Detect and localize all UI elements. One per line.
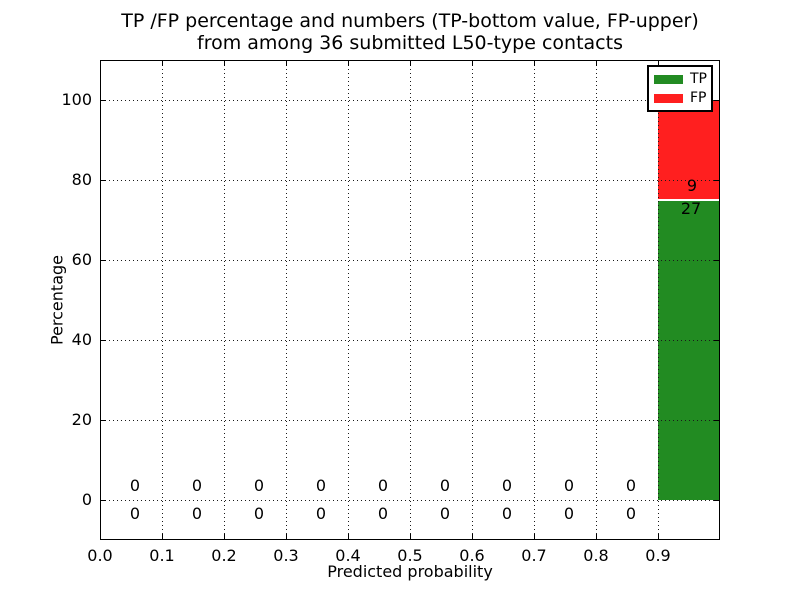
tp-count-zero: 0 <box>129 504 141 523</box>
x-tick-mark <box>162 534 163 539</box>
y-tick-mark <box>101 500 106 501</box>
x-tick-mark <box>596 534 597 539</box>
tp-count-zero: 0 <box>377 504 389 523</box>
x-tick-label: 0.9 <box>645 546 671 565</box>
tp-count-zero: 0 <box>315 504 327 523</box>
tp-count-label: 27 <box>680 199 702 218</box>
gridline-v <box>224 61 225 539</box>
x-tick-mark-top <box>348 61 349 66</box>
fp-count-zero: 0 <box>129 476 141 495</box>
gridline-v <box>348 61 349 539</box>
y-tick-mark <box>101 100 106 101</box>
fp-count-zero: 0 <box>501 476 513 495</box>
fp-swatch-icon <box>654 94 683 103</box>
tp-count-zero: 0 <box>253 504 265 523</box>
bar-segment-fp <box>658 100 719 199</box>
x-tick-mark-top <box>224 61 225 66</box>
x-tick-mark-top <box>596 61 597 66</box>
x-tick-mark <box>224 534 225 539</box>
x-tick-label: 0.2 <box>211 546 237 565</box>
tp-count-zero: 0 <box>501 504 513 523</box>
gridline-v <box>534 61 535 539</box>
x-tick-mark-top <box>162 61 163 66</box>
gridline-v <box>286 61 287 539</box>
bar-segment-tp <box>658 199 719 500</box>
x-tick-mark-top <box>472 61 473 66</box>
legend-label-fp: FP <box>690 90 707 106</box>
chart-title-line2: from among 36 submitted L50-type contact… <box>197 32 623 54</box>
x-tick-mark <box>286 534 287 539</box>
fp-count-zero: 0 <box>563 476 575 495</box>
y-tick-mark <box>101 340 106 341</box>
fp-count-zero: 0 <box>439 476 451 495</box>
y-tick-mark <box>101 420 106 421</box>
y-tick-mark-right <box>714 100 719 101</box>
y-tick-label: 80 <box>71 170 92 189</box>
chart-title-line1: TP /FP percentage and numbers (TP-bottom… <box>121 10 699 32</box>
y-tick-mark-right <box>714 260 719 261</box>
gridline-v <box>596 61 597 539</box>
fp-count-zero: 0 <box>315 476 327 495</box>
fp-count-zero: 0 <box>191 476 203 495</box>
x-tick-mark-top <box>286 61 287 66</box>
x-tick-mark <box>658 534 659 539</box>
legend: TP FP <box>647 65 713 112</box>
x-tick-label: 0.5 <box>397 546 423 565</box>
tp-count-zero: 0 <box>563 504 575 523</box>
x-tick-label: 0.3 <box>273 546 299 565</box>
y-tick-mark-right <box>714 340 719 341</box>
x-tick-mark-top <box>410 61 411 66</box>
y-tick-label: 20 <box>71 410 92 429</box>
x-tick-mark <box>472 534 473 539</box>
fp-count-label: 9 <box>686 176 698 195</box>
legend-label-tp: TP <box>690 71 707 87</box>
y-tick-mark-right <box>714 500 719 501</box>
x-tick-label: 0.1 <box>149 546 175 565</box>
x-tick-mark-top <box>658 61 659 66</box>
x-tick-label: 0.8 <box>583 546 609 565</box>
gridline-v <box>472 61 473 539</box>
gridline-v <box>162 61 163 539</box>
x-tick-mark <box>534 534 535 539</box>
legend-item-fp: FP <box>649 89 711 108</box>
x-tick-label: 0.6 <box>459 546 485 565</box>
y-tick-mark-right <box>714 180 719 181</box>
tp-count-zero: 0 <box>439 504 451 523</box>
y-tick-mark-right <box>714 420 719 421</box>
y-tick-label: 100 <box>61 90 92 109</box>
y-tick-mark <box>101 260 106 261</box>
y-tick-label: 60 <box>71 250 92 269</box>
legend-item-tp: TP <box>649 70 711 89</box>
x-tick-label: 0.0 <box>87 546 113 565</box>
plot-area <box>100 60 720 540</box>
tp-count-zero: 0 <box>625 504 637 523</box>
gridline-v <box>410 61 411 539</box>
y-tick-label: 40 <box>71 330 92 349</box>
x-tick-mark <box>348 534 349 539</box>
x-tick-label: 0.7 <box>521 546 547 565</box>
y-tick-label: 0 <box>81 490 92 509</box>
x-tick-mark-top <box>534 61 535 66</box>
y-tick-mark <box>101 180 106 181</box>
gridline-v <box>658 61 659 539</box>
x-tick-mark <box>410 534 411 539</box>
tp-count-zero: 0 <box>191 504 203 523</box>
fp-count-zero: 0 <box>253 476 265 495</box>
tp-swatch-icon <box>654 75 683 84</box>
x-tick-label: 0.4 <box>335 546 361 565</box>
x-axis-label: Predicted probability <box>327 562 493 581</box>
fp-count-zero: 0 <box>377 476 389 495</box>
fp-count-zero: 0 <box>625 476 637 495</box>
